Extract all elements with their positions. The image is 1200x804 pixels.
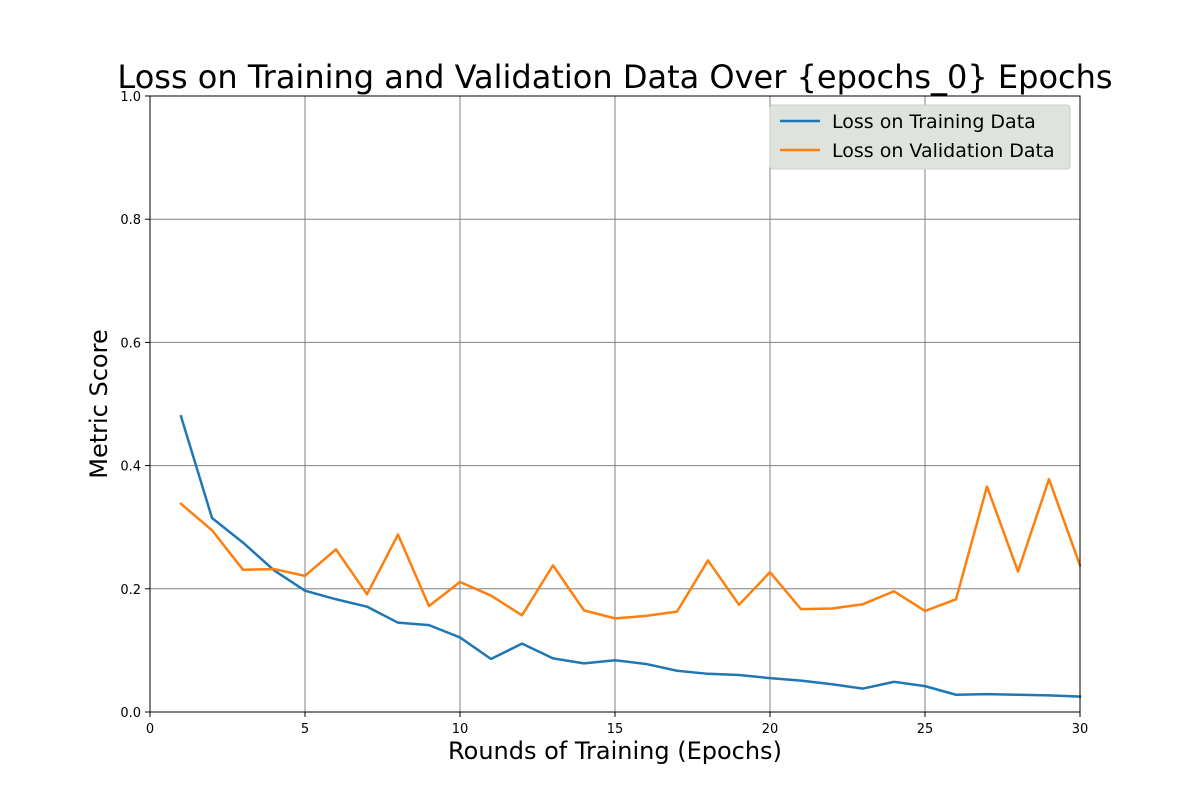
legend: Loss on Training Data Loss on Validation… <box>770 105 1070 169</box>
chart-title: Loss on Training and Validation Data Ove… <box>117 58 1112 96</box>
x-tick-label: 25 <box>917 722 934 737</box>
y-tick-label: 0.4 <box>120 460 141 475</box>
legend-label-validation: Loss on Validation Data <box>832 140 1055 162</box>
y-tick-label: 0.2 <box>120 583 141 598</box>
y-axis-label: Metric Score <box>85 329 113 478</box>
x-axis-label: Rounds of Training (Epochs) <box>448 737 782 765</box>
x-tick-label: 10 <box>452 722 469 737</box>
x-tick-label: 15 <box>607 722 624 737</box>
x-tick-label: 5 <box>301 722 309 737</box>
y-tick-label: 1.0 <box>120 90 141 105</box>
x-tick-label: 30 <box>1072 722 1089 737</box>
x-tick-label: 20 <box>762 722 779 737</box>
y-tick-label: 0.6 <box>120 336 141 351</box>
y-tick-label: 0.8 <box>120 213 141 228</box>
legend-label-training: Loss on Training Data <box>832 111 1036 133</box>
y-tick-label: 0.0 <box>120 706 141 721</box>
x-tick-label: 0 <box>146 722 154 737</box>
